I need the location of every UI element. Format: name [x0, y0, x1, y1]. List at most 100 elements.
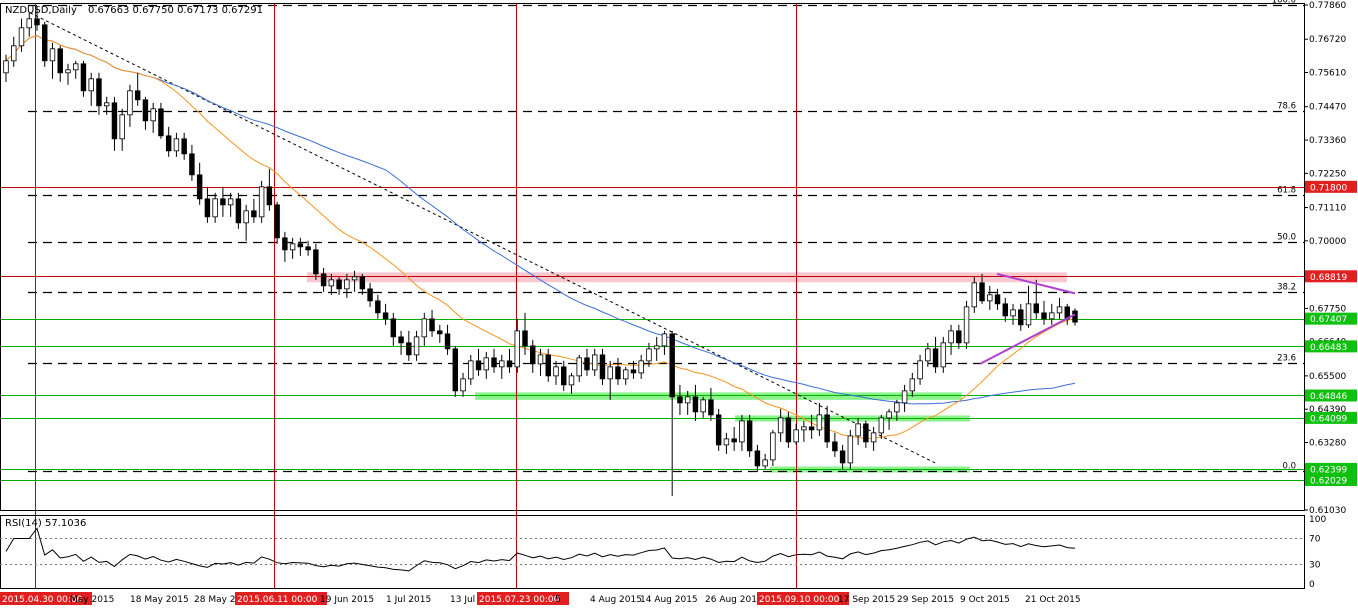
date-label-text: 18 May 2015	[130, 595, 189, 605]
price-label-box	[1305, 270, 1357, 283]
bear-candle-body	[390, 318, 397, 338]
bull-candle-body	[1010, 309, 1016, 317]
candle	[839, 444, 846, 469]
bear-candle-body	[584, 357, 590, 371]
candle	[181, 132, 187, 160]
bear-candle-body	[979, 282, 985, 302]
rsi-panel: 100 70 30 0	[0, 515, 1326, 590]
date-label-text: 2015.04.30 00:00	[2, 595, 83, 605]
candle	[351, 270, 358, 292]
bear-candle-body	[545, 354, 551, 377]
date-label-text: 28 May 2	[194, 595, 236, 605]
bear-candle-body	[220, 198, 226, 206]
price-tick-label: 0.65500	[1309, 372, 1346, 382]
candle	[196, 162, 203, 205]
candle	[305, 240, 311, 256]
candle	[390, 312, 397, 346]
candle	[406, 330, 412, 361]
candle	[1018, 303, 1024, 331]
date-label-text: 29 Sep 2015	[897, 595, 954, 605]
bear-candle-body	[42, 24, 48, 62]
bear-candle-body	[530, 345, 536, 365]
candle	[382, 303, 389, 325]
price-label: 0.68819	[1305, 270, 1357, 283]
candle	[165, 126, 172, 157]
date-label-text: 17 Sep 2015	[838, 595, 895, 605]
date-label: May 2015	[70, 595, 114, 605]
candle	[746, 414, 753, 457]
bear-candle-body	[406, 342, 412, 356]
bull-candle-body	[26, 18, 32, 29]
fib-level-label: 78.6	[1277, 102, 1296, 112]
candle	[506, 348, 513, 373]
candle	[235, 192, 242, 229]
date-label-text: 26 Aug 201	[705, 595, 757, 605]
candle	[444, 324, 451, 355]
date-label-text: 2015.09.10 00:00	[759, 595, 840, 605]
bull-candle-body	[638, 360, 644, 374]
bull-candle-body	[793, 429, 799, 443]
bull-candle-body	[870, 432, 877, 443]
bull-candle-body	[568, 375, 575, 386]
price-label-box	[1305, 411, 1357, 424]
bull-candle-body	[700, 399, 706, 413]
candle	[948, 324, 954, 355]
bull-candle-body	[553, 366, 559, 377]
bear-candle-body	[1002, 303, 1009, 317]
bull-candle-body	[421, 318, 428, 338]
bull-candle-body	[684, 396, 691, 404]
candle	[646, 342, 652, 367]
candle	[1041, 300, 1047, 325]
date-label: 29 Sep 2015	[897, 595, 954, 605]
bull-candle-body	[173, 138, 180, 152]
candle	[1025, 285, 1032, 328]
candle	[499, 354, 505, 379]
date-label: 4 Aug 2015	[590, 595, 642, 605]
bear-candle-body	[561, 366, 567, 386]
main-panel-border	[0, 3, 1305, 511]
bear-candle-body	[715, 414, 722, 446]
candle	[421, 312, 428, 346]
candle	[607, 360, 613, 400]
candle	[553, 360, 559, 385]
candle	[398, 330, 404, 355]
bull-candle-body	[576, 357, 582, 377]
bear-candle-body	[522, 330, 528, 347]
bear-candle-body	[80, 63, 87, 92]
bear-candle-body	[832, 441, 838, 452]
rsi-tick-label: 0	[1309, 580, 1315, 590]
candle	[956, 324, 962, 349]
bull-candle-body	[328, 279, 335, 287]
bull-candle-body	[801, 426, 807, 431]
bull-candle-body	[925, 348, 931, 362]
bull-candle-body	[289, 243, 296, 251]
price-label: 0.66483	[1305, 340, 1357, 353]
candle	[615, 357, 621, 385]
candle	[359, 273, 366, 295]
candle	[700, 396, 706, 418]
bull-candle-body	[739, 420, 745, 443]
price-label-box	[1305, 312, 1357, 325]
date-label-text: 4 Aug 2015	[590, 595, 642, 605]
bull-candle-body	[1049, 312, 1055, 320]
candle	[855, 417, 861, 445]
date-label: 14 Aug 2015	[640, 595, 698, 605]
bull-candle-body	[723, 438, 730, 446]
bull-candle-body	[18, 27, 25, 47]
candle	[413, 330, 420, 361]
candle	[932, 336, 939, 373]
price-tick-label: 0.77860	[1309, 1, 1346, 11]
bull-candle-body	[212, 198, 218, 218]
bull-candle-body	[11, 45, 17, 62]
bull-candle-body	[1056, 306, 1063, 314]
candle	[491, 348, 497, 373]
bear-candle-body	[274, 204, 280, 239]
candle	[661, 330, 668, 355]
bear-candle-body	[1072, 310, 1078, 323]
candle	[522, 312, 528, 355]
bull-candle-body	[227, 198, 234, 206]
price-axis: 0.77860 0.76720 0.75610 0.74470 0.73360 0.722…	[0, 1, 1357, 516]
